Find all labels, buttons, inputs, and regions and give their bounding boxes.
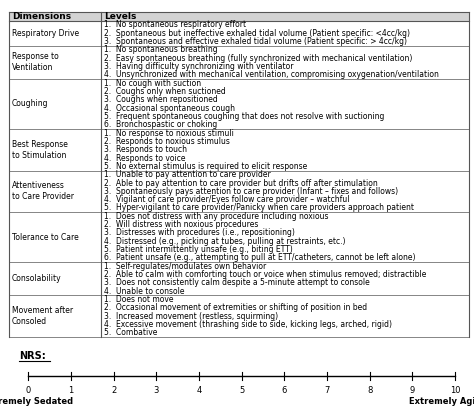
Text: 7: 7 <box>324 386 330 395</box>
Text: Extremely Sedated: Extremely Sedated <box>0 397 73 406</box>
Text: 4.  Unable to console: 4. Unable to console <box>104 287 184 296</box>
Text: 0: 0 <box>26 386 31 395</box>
Text: Tolerance to Care: Tolerance to Care <box>12 233 79 242</box>
Text: 1.  Unable to pay attention to care provider: 1. Unable to pay attention to care provi… <box>104 170 271 179</box>
Text: 6.  Patient unsafe (e.g., attempting to pull at ETT/catheters, cannot be left al: 6. Patient unsafe (e.g., attempting to p… <box>104 254 415 263</box>
Text: 2.  Responds to noxious stimulus: 2. Responds to noxious stimulus <box>104 137 230 146</box>
Text: Dimensions: Dimensions <box>12 12 71 21</box>
Text: 3.  Having difficulty synchronizing with ventilator: 3. Having difficulty synchronizing with … <box>104 62 293 71</box>
Text: 3.  Spontaneously pays attention to care provider (Infant – fixes and follows): 3. Spontaneously pays attention to care … <box>104 187 398 196</box>
Text: 1.  Does not distress with any procedure including noxious: 1. Does not distress with any procedure … <box>104 212 328 221</box>
Text: 4: 4 <box>196 386 202 395</box>
Text: 1.  No spontaneous respiratory effort: 1. No spontaneous respiratory effort <box>104 20 246 29</box>
Text: 1.  No cough with suction: 1. No cough with suction <box>104 79 201 88</box>
Text: Extremely Agitated: Extremely Agitated <box>409 397 474 406</box>
Text: 4.  Occasional spontaneous cough: 4. Occasional spontaneous cough <box>104 104 235 113</box>
Text: 1.  Self-regulates/modulates own behavior: 1. Self-regulates/modulates own behavior <box>104 262 266 271</box>
Text: 3.  Increased movement (restless, squirming): 3. Increased movement (restless, squirmi… <box>104 312 278 321</box>
Text: 3.  Coughs when repositioned: 3. Coughs when repositioned <box>104 95 218 104</box>
Text: 4.  Unsynchronized with mechanical ventilation, compromising oxygenation/ventila: 4. Unsynchronized with mechanical ventil… <box>104 70 438 79</box>
Text: 5.  Frequent spontaneous coughing that does not resolve with suctioning: 5. Frequent spontaneous coughing that do… <box>104 112 384 121</box>
Text: 8: 8 <box>367 386 373 395</box>
Text: 1.  No spontaneous breathing: 1. No spontaneous breathing <box>104 45 218 54</box>
Bar <box>9 12 469 21</box>
Text: Coughing: Coughing <box>12 99 48 109</box>
Text: Levels: Levels <box>104 12 136 21</box>
Text: 2.  Will distress with noxious procedures: 2. Will distress with noxious procedures <box>104 220 258 229</box>
Text: 5: 5 <box>239 386 245 395</box>
Text: 3.  Does not consistently calm despite a 5-minute attempt to console: 3. Does not consistently calm despite a … <box>104 278 370 287</box>
Text: Response to
Ventilation: Response to Ventilation <box>12 52 59 72</box>
Text: 5.  Combative: 5. Combative <box>104 328 157 337</box>
Text: 2.  Spontaneous but ineffective exhaled tidal volume (Patient specific: <4cc/kg): 2. Spontaneous but ineffective exhaled t… <box>104 29 410 38</box>
Text: 4.  Responds to voice: 4. Responds to voice <box>104 154 185 162</box>
Text: 5.  No external stimulus is required to elicit response: 5. No external stimulus is required to e… <box>104 162 307 171</box>
Text: 2.  Occasional movement of extremities or shifting of position in bed: 2. Occasional movement of extremities or… <box>104 303 367 312</box>
Text: 2.  Easy spontaneous breathing (fully synchronized with mechanical ventilation): 2. Easy spontaneous breathing (fully syn… <box>104 53 412 62</box>
Text: 3.  Spontaneous and effective exhaled tidal volume (Patient specific: > 4cc/kg): 3. Spontaneous and effective exhaled tid… <box>104 37 407 46</box>
Text: 4.  Distressed (e.g., picking at tubes, pulling at restraints, etc.): 4. Distressed (e.g., picking at tubes, p… <box>104 237 345 246</box>
Text: Attentiveness
to Care Provider: Attentiveness to Care Provider <box>12 181 74 201</box>
Text: Best Response
to Stimulation: Best Response to Stimulation <box>12 140 68 160</box>
Text: Movement after
Consoled: Movement after Consoled <box>12 306 73 326</box>
Text: Consolability: Consolability <box>12 274 62 283</box>
Text: 6.  Bronchospastic or choking: 6. Bronchospastic or choking <box>104 120 217 129</box>
Text: 10: 10 <box>450 386 460 395</box>
Text: 1.  Does not move: 1. Does not move <box>104 295 173 304</box>
Text: Respiratory Drive: Respiratory Drive <box>12 29 79 38</box>
Text: 2.  Able to calm with comforting touch or voice when stimulus removed; distracti: 2. Able to calm with comforting touch or… <box>104 270 426 279</box>
Text: 3.  Distresses with procedures (i.e., repositioning): 3. Distresses with procedures (i.e., rep… <box>104 229 295 238</box>
Text: 4.  Vigilant of care provider/Eyes follow care provider – watchful: 4. Vigilant of care provider/Eyes follow… <box>104 195 349 204</box>
Text: 9: 9 <box>410 386 415 395</box>
Text: 2.  Coughs only when suctioned: 2. Coughs only when suctioned <box>104 87 226 96</box>
Text: 1: 1 <box>68 386 74 395</box>
Text: 6: 6 <box>282 386 287 395</box>
Text: 5.  Patient intermittently unsafe (e.g., biting ETT): 5. Patient intermittently unsafe (e.g., … <box>104 245 292 254</box>
Text: 4.  Excessive movement (thrashing side to side, kicking legs, arched, rigid): 4. Excessive movement (thrashing side to… <box>104 320 392 329</box>
Text: 3: 3 <box>154 386 159 395</box>
Text: NRS:: NRS: <box>19 351 46 360</box>
Text: 5.  Hyper-vigilant to care provider/Panicky when care providers approach patient: 5. Hyper-vigilant to care provider/Panic… <box>104 203 414 212</box>
Text: 2.  Able to pay attention to care provider but drifts off after stimulation: 2. Able to pay attention to care provide… <box>104 178 378 187</box>
Text: 3.  Responds to touch: 3. Responds to touch <box>104 145 187 154</box>
Text: 1.  No response to noxious stimuli: 1. No response to noxious stimuli <box>104 129 234 138</box>
Text: 2: 2 <box>111 386 117 395</box>
